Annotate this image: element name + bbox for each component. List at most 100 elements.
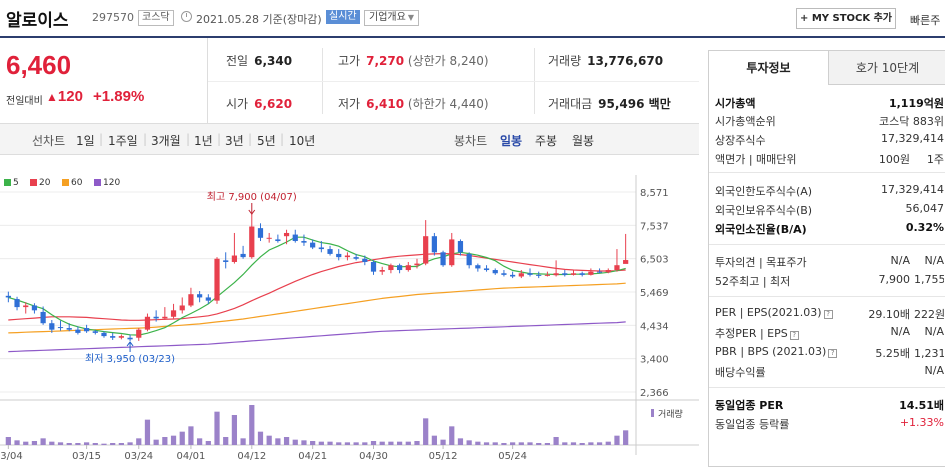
add-mystock-button[interactable]: + MY STOCK 추가: [796, 8, 896, 29]
tab-investment-info[interactable]: 투자정보: [709, 51, 829, 85]
volume-bar: [223, 437, 229, 445]
info-label: 액면가 | 매매단위: [715, 153, 797, 166]
quick-order-link[interactable]: 빠른주: [910, 14, 941, 27]
volume-bar: [614, 435, 620, 445]
candle: [536, 274, 542, 276]
volume-bar: [214, 411, 220, 445]
candle: [344, 255, 351, 258]
candle: [23, 305, 29, 308]
volume-bar: [101, 443, 107, 445]
candle: [431, 236, 437, 253]
info-value: 14.51배: [899, 399, 944, 412]
chevron-down-icon: ▼: [407, 13, 414, 22]
info-value: 0.32%: [905, 221, 944, 234]
candle: [336, 253, 342, 258]
volume-label: 거래량: [658, 408, 683, 420]
stock-header: 알로이스 297570 코스닥 2021.05.28 기준(장마감) 실시간 기…: [0, 0, 945, 38]
info-value: N/A: [924, 364, 944, 377]
volume-bar: [396, 441, 403, 445]
info-row: 외국인한도주식수(A) 17,329,414: [715, 183, 944, 201]
volume-bar: [579, 443, 585, 445]
candle: [562, 273, 568, 275]
y-tick-label: 5,469: [640, 288, 669, 299]
info-value: 17,329,414: [881, 183, 944, 196]
x-tick-label: 03/04: [0, 451, 23, 462]
x-tick-label: 03/15: [72, 451, 101, 462]
help-icon[interactable]: ?: [828, 349, 838, 358]
help-icon[interactable]: ?: [789, 331, 799, 340]
volume-bar: [431, 435, 437, 445]
company-overview-dropdown[interactable]: 기업개요 ▼: [364, 10, 419, 26]
panel-tabs: 투자정보 호가 10단계: [709, 51, 945, 85]
info-value: N/A: [890, 325, 910, 338]
candle: [75, 329, 81, 333]
info-value: N/A: [890, 254, 910, 267]
candle-monthly[interactable]: 월봉: [572, 134, 595, 148]
volume-bar: [23, 441, 29, 445]
candle: [83, 328, 90, 332]
x-tick-label: 05/12: [429, 451, 458, 462]
help-icon[interactable]: ?: [823, 310, 833, 319]
quote-open-label: 시가: [226, 97, 249, 111]
candle: [370, 261, 377, 272]
candle: [457, 241, 464, 253]
volume-bar: [144, 419, 151, 445]
period-1d[interactable]: 1일: [76, 134, 95, 148]
candle: [292, 234, 298, 242]
candle: [570, 273, 577, 275]
period-5y[interactable]: 5년: [257, 134, 276, 148]
info-value-secondary: 1,755: [914, 273, 944, 286]
company-overview-label: 기업개요: [369, 12, 406, 23]
candle: [136, 329, 142, 338]
quote-prev-value: 6,340: [254, 54, 293, 68]
volume-bar: [118, 443, 124, 445]
volume-bar: [197, 438, 203, 445]
chart-period-bar: 선차트 1일 | 1주일 | 3개월 | 1년 | 3년 | 5년 | 10년 …: [0, 124, 699, 155]
volume-bar: [66, 443, 72, 445]
info-row: 외국인보유주식수(B) 56,047: [715, 202, 944, 220]
period-3m[interactable]: 3개월: [151, 134, 181, 148]
volume-bar: [449, 426, 455, 445]
candle-weekly[interactable]: 주봉: [535, 134, 558, 148]
volume-bar: [510, 442, 516, 445]
candle: [623, 260, 629, 264]
volume-bar: [588, 442, 594, 445]
candle: [605, 270, 611, 273]
ma20-line: [8, 252, 626, 321]
legend-ma20: 20: [30, 178, 50, 188]
period-1w[interactable]: 1주일: [108, 134, 138, 148]
x-tick-label: 03/24: [124, 451, 153, 462]
volume-bar: [310, 441, 316, 445]
plus-icon: +: [799, 13, 809, 24]
candle: [14, 299, 20, 308]
period-10y[interactable]: 10년: [289, 134, 316, 148]
info-label: 추정PER | EPS?: [715, 325, 799, 341]
legend-label: 60: [71, 178, 83, 188]
volume-bar: [205, 441, 211, 445]
ma5-line: [8, 236, 626, 336]
period-1y[interactable]: 1년: [194, 134, 213, 148]
candle: [553, 273, 559, 276]
candle-daily[interactable]: 일봉: [500, 134, 523, 148]
volume-bar: [283, 437, 290, 445]
candle: [318, 247, 324, 250]
candle: [283, 232, 290, 237]
candle: [527, 273, 533, 275]
legend-swatch: [62, 179, 69, 186]
divider: |: [217, 132, 222, 146]
candle: [396, 265, 403, 271]
period-3y[interactable]: 3년: [225, 134, 244, 148]
realtime-button[interactable]: 실시간: [326, 10, 360, 24]
quote-high-value: 7,270: [366, 54, 405, 68]
volume-bar: [605, 441, 611, 445]
ma120-line: [8, 321, 626, 353]
quote-high: 고가 7,270 (상한가 8,240): [338, 52, 489, 69]
volume-bar: [423, 418, 429, 445]
arrow-up-icon: [126, 341, 134, 347]
volume-bar: [536, 443, 542, 445]
stock-code: 297570: [92, 11, 134, 24]
tab-order-book[interactable]: 호가 10단계: [829, 51, 945, 85]
candle: [92, 331, 98, 333]
divider: [709, 387, 945, 388]
volume-bar: [518, 442, 524, 445]
